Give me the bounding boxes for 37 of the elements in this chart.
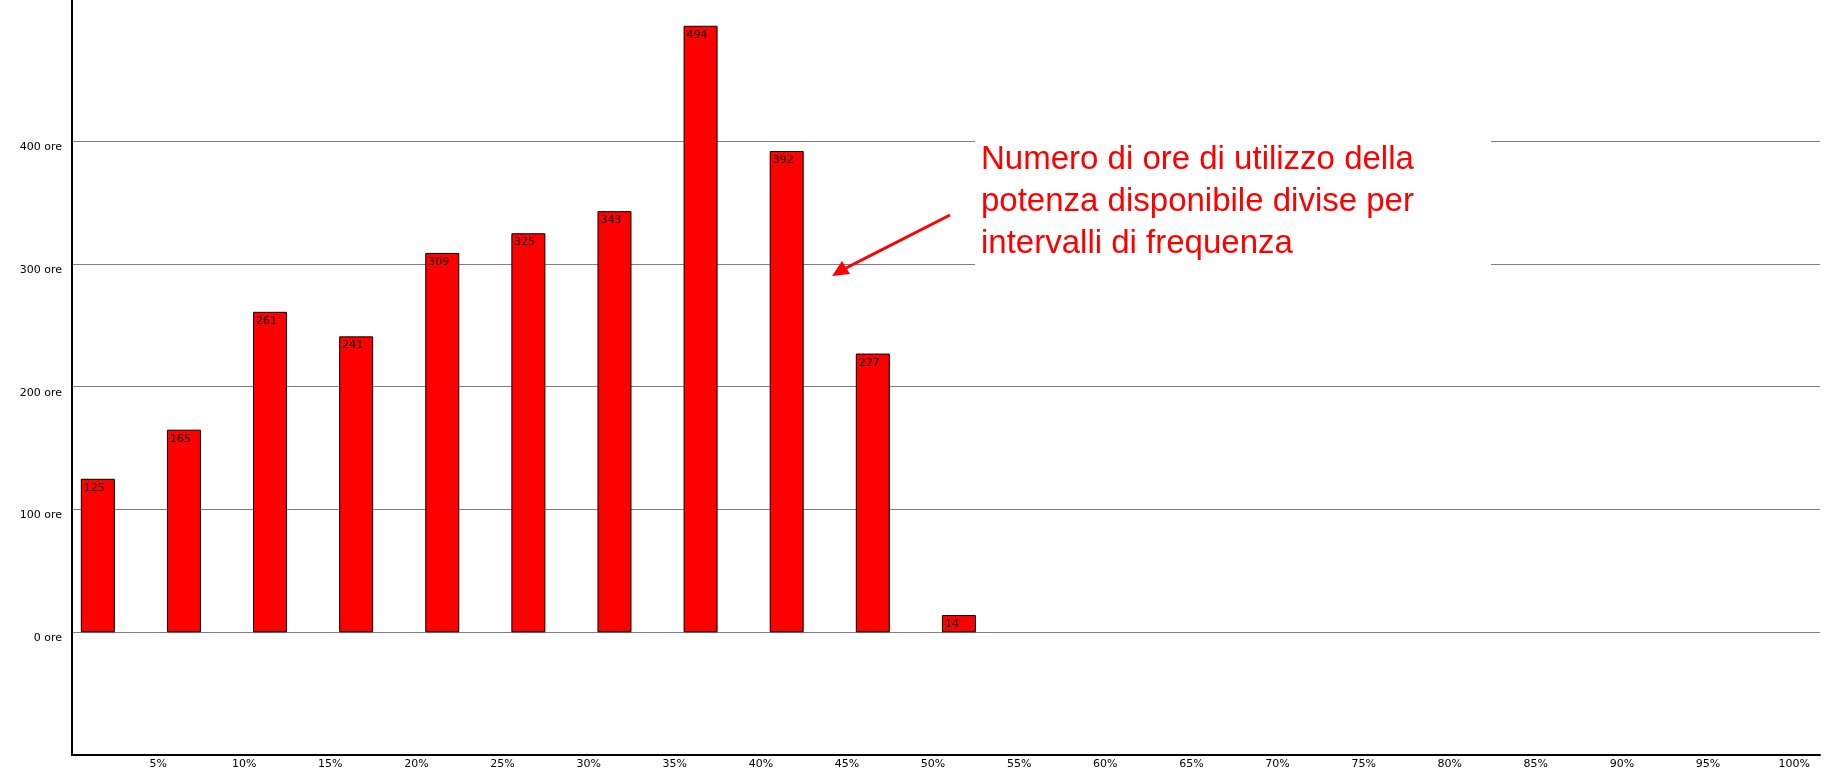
x-tick-label: 45% bbox=[834, 757, 860, 770]
x-tick-label: 75% bbox=[1351, 757, 1376, 770]
data-label: 14 bbox=[944, 617, 959, 631]
data-label: 343 bbox=[600, 213, 622, 227]
x-tick-label: 70% bbox=[1265, 757, 1290, 770]
x-tick-label: 100% bbox=[1778, 757, 1810, 770]
x-tick-label: 5% bbox=[149, 757, 167, 770]
x-tick-label: 55% bbox=[1006, 757, 1032, 770]
y-tick-label: 300 ore bbox=[19, 262, 63, 276]
y-tick-label: 100 ore bbox=[19, 508, 63, 522]
y-tick-label: 0 ore bbox=[33, 631, 63, 645]
x-tick-label: 25% bbox=[490, 757, 515, 770]
data-label: 309 bbox=[428, 254, 450, 268]
data-label: 241 bbox=[342, 338, 364, 352]
y-tick-label: 400 ore bbox=[19, 140, 63, 154]
annotation: Numero di ore di utilizzo della potenza disponibile divise per intervalli di frequenza bbox=[981, 138, 1424, 260]
x-tick-label: 30% bbox=[576, 757, 601, 770]
x-tick-label: 90% bbox=[1609, 757, 1635, 770]
x-tick-label: 40% bbox=[748, 757, 774, 770]
data-label: 325 bbox=[514, 235, 536, 249]
data-label: 125 bbox=[83, 480, 105, 494]
data-label: 494 bbox=[686, 27, 708, 41]
data-label: 227 bbox=[858, 355, 880, 369]
data-label: 165 bbox=[169, 431, 191, 445]
y-tick-label: 200 ore bbox=[19, 385, 63, 399]
data-label: 261 bbox=[256, 313, 278, 327]
x-tick-label: 20% bbox=[404, 757, 429, 770]
x-tick-label: 50% bbox=[920, 757, 946, 770]
x-tick-label: 10% bbox=[231, 757, 257, 770]
x-tick-label: 95% bbox=[1695, 757, 1721, 770]
x-tick-label: 60% bbox=[1093, 757, 1118, 770]
x-tick-label: 65% bbox=[1179, 757, 1204, 770]
x-tick-label: 85% bbox=[1523, 757, 1549, 770]
x-tick-label: 15% bbox=[318, 757, 343, 770]
x-tick-label: 80% bbox=[1437, 757, 1462, 770]
x-tick-label: 35% bbox=[662, 757, 687, 770]
data-label: 392 bbox=[772, 153, 794, 166]
